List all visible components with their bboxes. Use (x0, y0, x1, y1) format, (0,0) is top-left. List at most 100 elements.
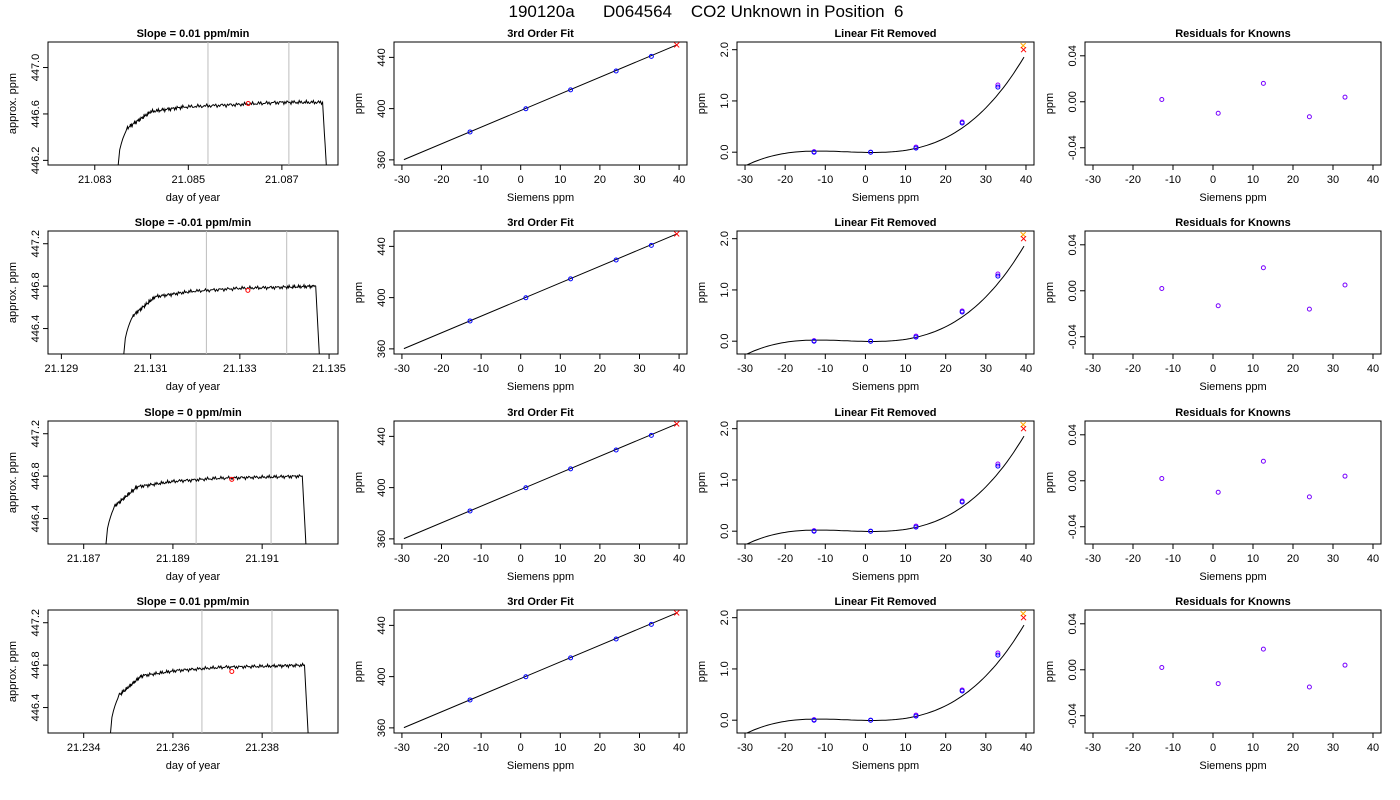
known-point-r3c2 (523, 485, 529, 491)
unknown-point-r3c3 (1020, 425, 1027, 432)
plot-frame-r4c3 (736, 609, 1035, 734)
x-tick-label-r3c4: -20 (1125, 553, 1141, 565)
y-tick-label-r4c4: -0.04 (1067, 703, 1079, 728)
known-point-r4c4 (1342, 662, 1348, 668)
x-tick-label-r1c1: 21.087 (265, 174, 299, 186)
plot-area-r2c2 (403, 231, 680, 350)
known-point-r3c3 (959, 499, 965, 505)
known-point-r2c2 (568, 276, 574, 282)
x-tick-label-r3c4: -30 (1085, 553, 1101, 565)
known-point-r1c4 (1159, 96, 1165, 102)
x-tick-label-r4c4: 10 (1247, 742, 1259, 754)
x-tick-label-r2c2: 10 (554, 363, 566, 375)
x-tick-label-r1c3: 40 (1020, 174, 1032, 186)
known-point-r4c4 (1306, 684, 1312, 690)
x-tick-label-r3c4: 30 (1327, 553, 1339, 565)
x-tick-label-r3c2: -30 (394, 553, 410, 565)
plot-area-r3c2 (403, 421, 680, 540)
known-point-r1c4 (1342, 94, 1348, 100)
y-tick-label-r4c3: 0.0 (719, 713, 731, 728)
x-tick-label-r3c3: 40 (1020, 553, 1032, 565)
plot-frame-r1c2 (393, 41, 688, 166)
x-tick-label-r1c4: 20 (1287, 174, 1299, 186)
y-tick-label-r2c3: 2.0 (719, 231, 731, 246)
x-tick-label-r3c3: 30 (980, 553, 992, 565)
panel-r1c4: Residuals for Knowns -30 -20 -10 0 10 20 30 40 -0… (1044, 28, 1382, 204)
x-tick-label-r3c3: -30 (737, 553, 753, 565)
x-tick-label-r1c2: 20 (594, 174, 606, 186)
concentration-trace-r1c1 (117, 98, 327, 165)
x-tick-label-r4c2: 40 (673, 742, 685, 754)
plot-frame-r2c3 (736, 230, 1035, 355)
x-tick-label-r2c4: 40 (1367, 363, 1379, 375)
x-tick-label-r1c3: 10 (899, 174, 911, 186)
x-tick-label-r4c4: -30 (1085, 742, 1101, 754)
y-tick-label-r2c2: 400 (376, 288, 388, 306)
y-tick-label-r4c1: 446.8 (30, 651, 42, 679)
x-tick-label-r1c1: 21.083 (78, 174, 112, 186)
known-point-r3c4 (1215, 489, 1221, 495)
x-tick-label-r4c2: 10 (554, 742, 566, 754)
y-tick-label-r4c1: 446.4 (30, 694, 42, 722)
fit-curve-r4c3 (746, 624, 1025, 733)
plot-frame-r4c2 (393, 609, 688, 734)
x-axis-label-r1c1: day of year (166, 192, 221, 204)
plot-area-r1c2 (403, 42, 680, 161)
plot-frame-r3c1 (47, 420, 339, 545)
unknown-point-r3c2 (673, 421, 680, 427)
plot-area-r2c1 (123, 231, 320, 354)
known-point-r2c4 (1342, 282, 1348, 288)
x-tick-label-r3c3: -20 (777, 553, 793, 565)
y-tick-label-r3c2: 400 (376, 478, 388, 496)
x-tick-label-r3c2: -20 (434, 553, 450, 565)
y-tick-label-r1c4: -0.04 (1067, 135, 1079, 160)
plot-frame-r1c3 (736, 41, 1035, 166)
known-point-r4c2 (648, 621, 654, 627)
x-axis-label-r2c4: Siemens ppm (1199, 381, 1266, 393)
x-tick-label-r1c4: 30 (1327, 174, 1339, 186)
panel-r3c4: Residuals for Knowns -30 -20 -10 0 10 20 30 40 -0… (1044, 407, 1382, 583)
y-tick-label-r4c3: 1.0 (719, 661, 731, 676)
x-tick-label-r4c4: -20 (1125, 742, 1141, 754)
panel-r3c3: Linear Fit Removed -30 -20 -10 0 10 20 30 40 0.0 1… (696, 407, 1035, 583)
x-tick-label-r2c2: 40 (673, 363, 685, 375)
x-tick-label-r2c1: 21.129 (45, 363, 79, 375)
known-point-r2c3 (995, 273, 1001, 279)
known-point-r4c4 (1215, 681, 1221, 687)
x-tick-label-r3c4: 0 (1210, 553, 1216, 565)
panel-r1c1: Slope = 0.01 ppm/min 21.083 21.085 21.087 44… (7, 28, 339, 204)
plot-frame-r2c1 (47, 230, 339, 355)
panel-r2c1: Slope = -0.01 ppm/min 21.129 21.131 21.133 2… (7, 217, 346, 393)
panel-r1c2: 3rd Order Fit -30 -20 -10 0 10 20 30 40 360 400 440… (353, 28, 688, 204)
x-tick-label-r2c3: 10 (899, 363, 911, 375)
fit-line-r3c2 (403, 423, 678, 540)
known-point-r2c4 (1260, 265, 1266, 271)
x-tick-label-r2c1: 21.135 (312, 363, 346, 375)
x-tick-label-r4c4: 0 (1210, 742, 1216, 754)
x-tick-label-r1c2: 10 (554, 174, 566, 186)
plot-frame-r4c4 (1084, 609, 1382, 734)
known-point-r4c2 (613, 636, 619, 642)
y-tick-label-r3c3: 2.0 (719, 421, 731, 436)
y-tick-label-r2c3: 0.0 (719, 334, 731, 349)
x-tick-label-r3c2: 40 (673, 553, 685, 565)
x-tick-label-r4c4: -10 (1165, 742, 1181, 754)
known-point-r1c4 (1306, 114, 1312, 120)
x-tick-label-r1c4: -30 (1085, 174, 1101, 186)
fit-line-r1c2 (403, 44, 678, 161)
x-axis-label-r2c1: day of year (166, 381, 221, 393)
y-tick-label-r4c4: 0.04 (1067, 613, 1079, 634)
known-point-r3c3 (913, 524, 919, 530)
y-tick-label-r3c3: 1.0 (719, 472, 731, 487)
y-tick-label-r1c2: 440 (376, 48, 388, 66)
x-tick-label-r4c3: -10 (817, 742, 833, 754)
known-point-r1c3 (811, 149, 817, 155)
known-point-r2c2 (613, 257, 619, 263)
x-tick-label-r1c3: 0 (862, 174, 868, 186)
fit-curve-r1c3 (746, 56, 1025, 165)
y-tick-label-r2c3: 1.0 (719, 282, 731, 297)
unknown-point-r2c2 (673, 231, 680, 237)
x-tick-label-r1c4: 10 (1247, 174, 1259, 186)
y-tick-label-r4c1: 447.2 (30, 609, 42, 637)
panel-r3c1: Slope = 0 ppm/min 21.187 21.189 21.191 446.4… (7, 407, 339, 583)
